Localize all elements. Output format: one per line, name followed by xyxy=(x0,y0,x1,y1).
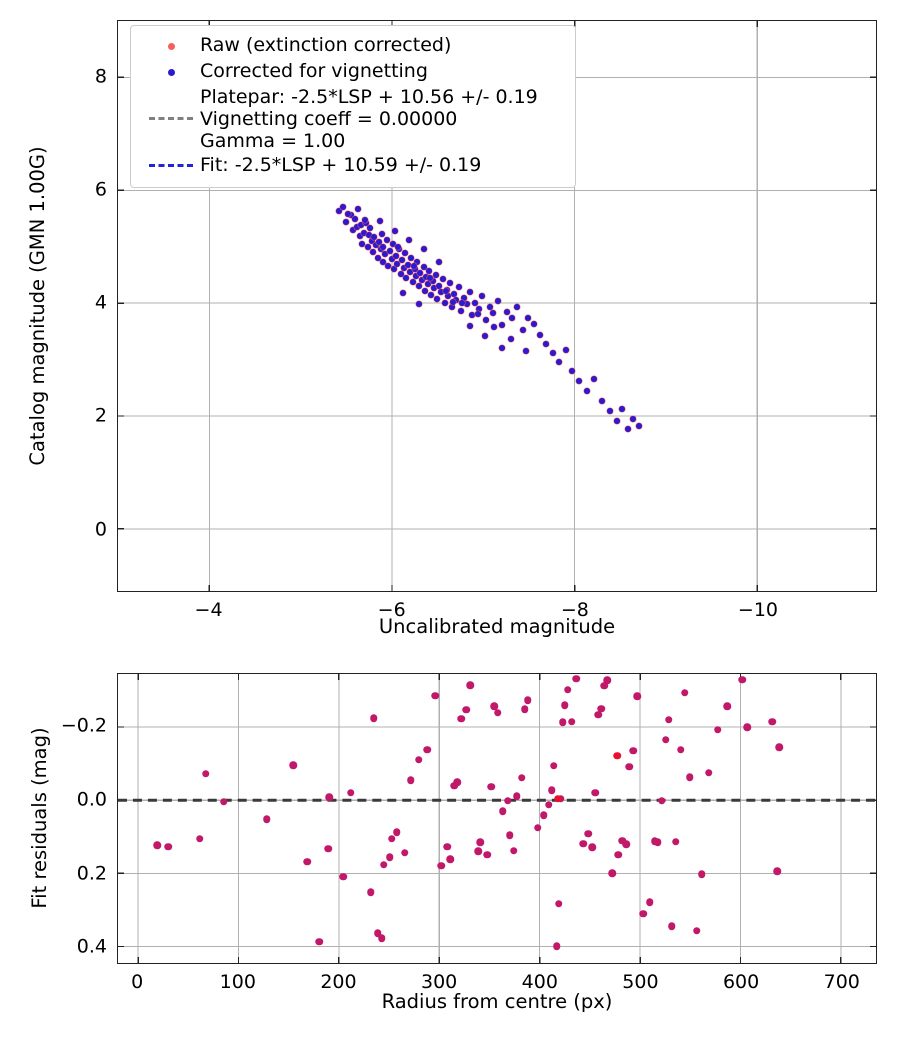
top-ytick-label: 6 xyxy=(94,178,107,201)
fit-residuals-plot xyxy=(117,673,877,964)
legend-label-fit: Fit: -2.5*LSP + 10.59 +/- 0.19 xyxy=(200,153,482,176)
bottom-ytick-label: 0.0 xyxy=(76,788,107,811)
top-xtick-label: −8 xyxy=(560,599,589,621)
legend-dashed-gray-line-icon xyxy=(142,117,200,121)
bottom-xtick-label: 300 xyxy=(420,971,458,993)
top-xtick-label: −6 xyxy=(377,599,406,621)
legend-label-platepar: Platepar: -2.5*LSP + 10.56 +/- 0.19 Vign… xyxy=(200,86,538,152)
top-ytick-label: 8 xyxy=(94,65,107,88)
plot-legend: Raw (extinction corrected) Corrected for… xyxy=(130,25,576,188)
legend-label-raw: Raw (extinction corrected) xyxy=(200,34,452,56)
top-ytick-label: 4 xyxy=(94,291,107,314)
bottom-xtick-label: 600 xyxy=(722,971,760,993)
top-x-axis-title: Uncalibrated magnitude xyxy=(378,615,616,638)
bottom-xtick-label: 0 xyxy=(131,971,144,993)
bottom-ytick-label: 0.4 xyxy=(76,935,107,958)
legend-entry-platepar: Platepar: -2.5*LSP + 10.56 +/- 0.19 Vign… xyxy=(142,85,564,153)
bottom-x-axis-title: Radius from centre (px) xyxy=(381,990,613,1013)
bottom-xtick-label: 400 xyxy=(521,971,558,993)
top-xtick-label: −4 xyxy=(194,599,223,621)
bottom-xtick-label: 500 xyxy=(622,971,659,993)
legend-entry-corrected: Corrected for vignetting xyxy=(142,59,564,85)
legend-dashed-blue-line-icon xyxy=(142,164,200,168)
legend-entry-raw: Raw (extinction corrected) xyxy=(142,33,564,59)
bottom-ytick-label: 0.2 xyxy=(76,862,107,885)
top-y-axis-title: Catalog magnitude (GMN 1.00G) xyxy=(26,146,49,466)
top-xtick-label: −10 xyxy=(737,599,779,621)
legend-label-corrected: Corrected for vignetting xyxy=(200,60,428,82)
fit-residuals-canvas xyxy=(118,674,876,963)
legend-entry-fit: Fit: -2.5*LSP + 10.59 +/- 0.19 xyxy=(142,153,564,179)
bottom-xtick-label: 200 xyxy=(320,971,357,993)
top-ytick-label: 0 xyxy=(94,518,107,541)
bottom-xtick-label: 700 xyxy=(823,971,860,993)
bottom-y-axis-title: Fit residuals (mag) xyxy=(28,727,51,909)
bottom-ytick-label: −0.2 xyxy=(60,714,107,737)
top-ytick-label: 2 xyxy=(94,404,107,427)
legend-marker-corrected-icon xyxy=(142,68,200,76)
legend-marker-raw-icon xyxy=(142,42,200,50)
bottom-xtick-label: 100 xyxy=(219,971,256,993)
